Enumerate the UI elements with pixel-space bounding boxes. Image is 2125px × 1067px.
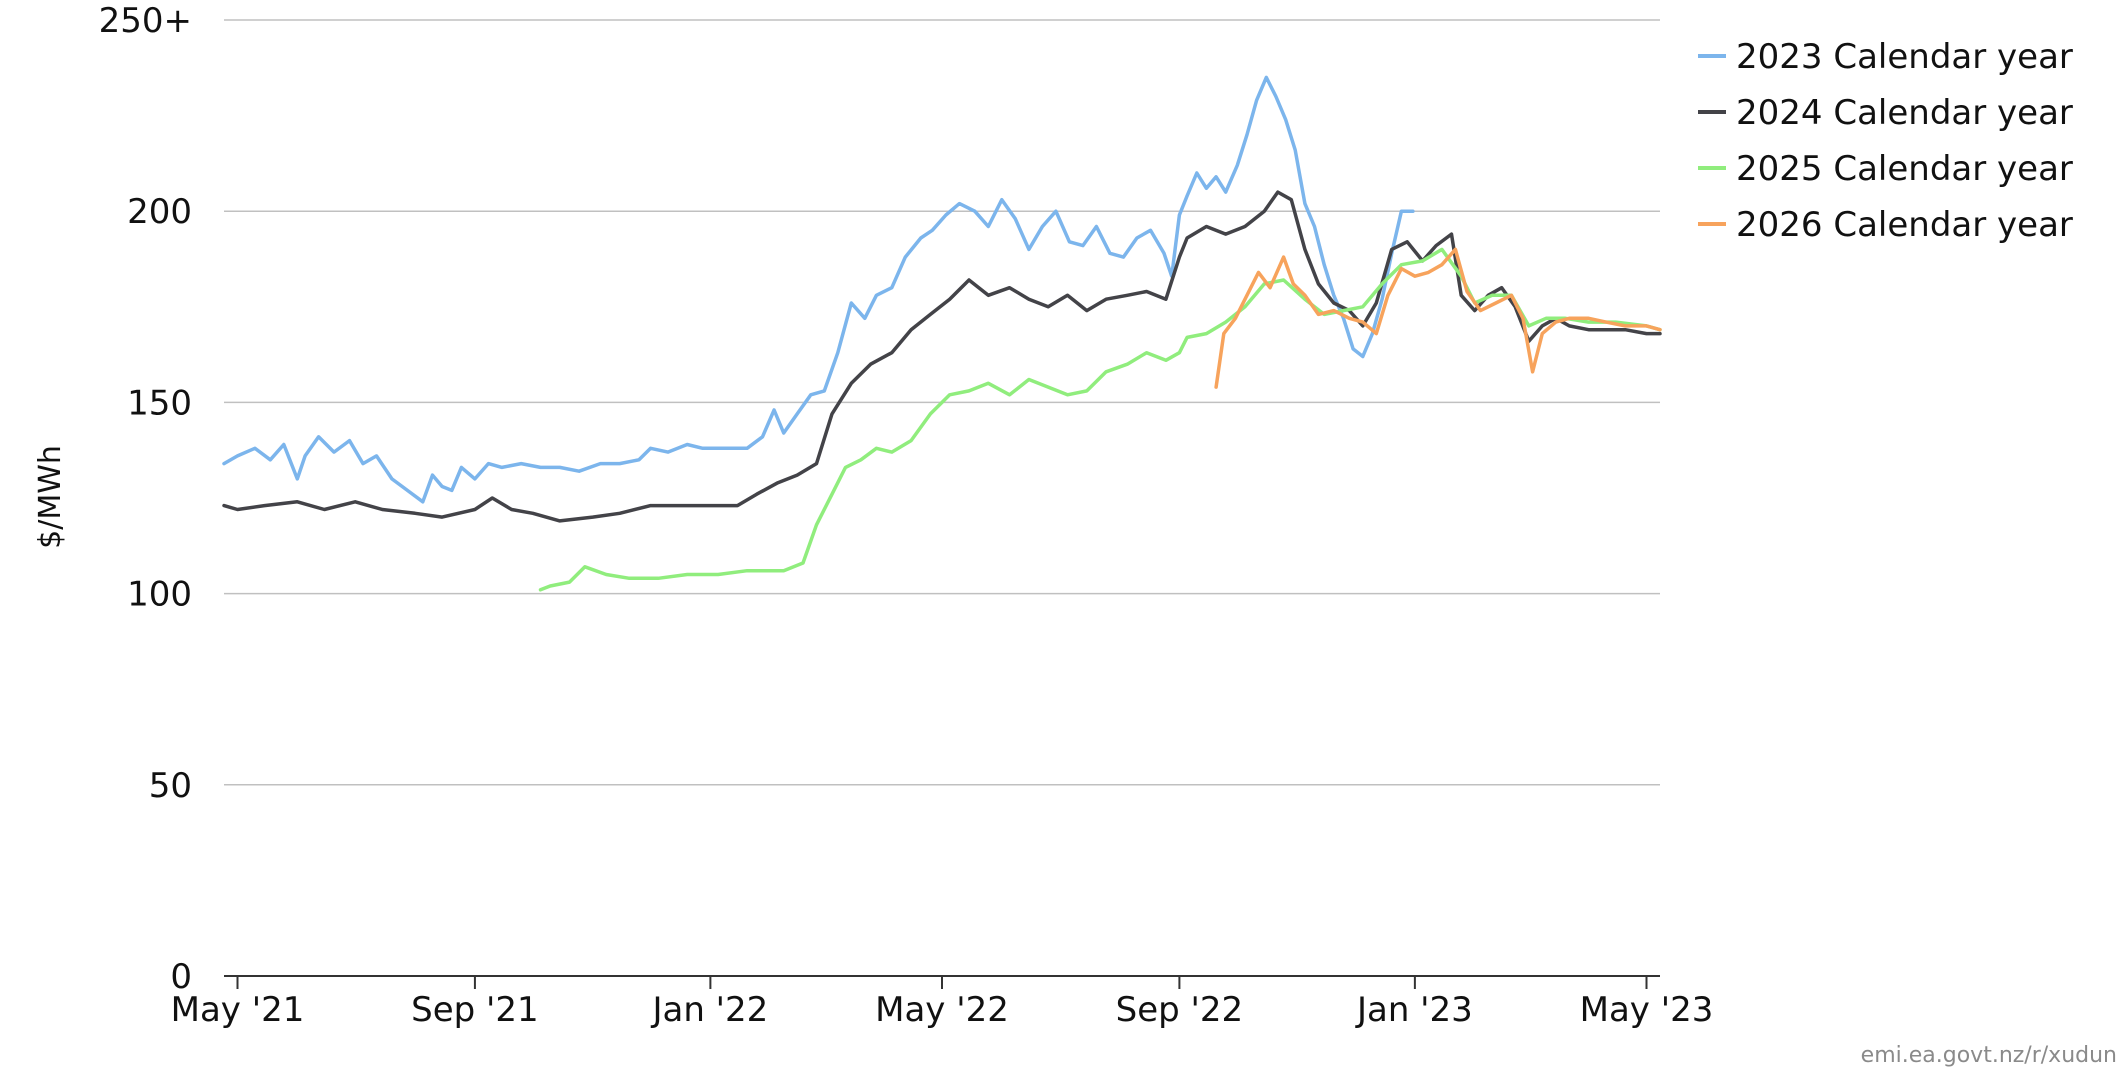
source-url[interactable]: emi.ea.govt.nz/r/xudun [1861, 1043, 2117, 1067]
legend-item[interactable]: 2025 Calendar year [1698, 149, 2073, 189]
y-tick-label: 200 [127, 192, 192, 232]
legend-item[interactable]: 2024 Calendar year [1698, 93, 2073, 133]
x-axis: May '21 Sep '21 Jan '22 May '22 Sep '22 Jan '… [171, 975, 1714, 1030]
x-tick-label: Jan '23 [1355, 990, 1473, 1030]
y-tick-label: 50 [149, 766, 192, 806]
x-tick-label: May '23 [1580, 990, 1714, 1030]
legend[interactable]: 2023 Calendar year 2024 Calendar year 2025… [1698, 37, 2073, 245]
series-lines [222, 75, 1662, 592]
legend-label: 2023 Calendar year [1736, 37, 2073, 77]
legend-label: 2024 Calendar year [1736, 93, 2073, 133]
legend-label: 2026 Calendar year [1736, 205, 2073, 245]
x-tick-label: Jan '22 [650, 990, 768, 1030]
series-line-4 [1214, 247, 1662, 389]
y-tick-label: 0 [170, 957, 192, 997]
x-tick-label: May '21 [171, 990, 305, 1030]
series-line-2 [222, 190, 1662, 523]
y-tick-label: 250+ [99, 1, 192, 41]
legend-label: 2025 Calendar year [1736, 149, 2073, 189]
legend-item[interactable]: 2026 Calendar year [1698, 205, 2073, 245]
series-line-1 [222, 75, 1415, 504]
y-axis-tick-labels: 0 50 100 150 200 250+ [99, 1, 192, 997]
y-tick-label: 100 [127, 575, 192, 615]
y-axis-title: $/MWh [33, 445, 68, 549]
x-tick-label: May '22 [875, 990, 1009, 1030]
y-tick-label: 150 [127, 383, 192, 423]
x-tick-label: Sep '22 [1116, 990, 1244, 1030]
legend-item[interactable]: 2023 Calendar year [1698, 37, 2073, 77]
series-line-3 [538, 247, 1662, 592]
x-tick-label: Sep '21 [411, 990, 539, 1030]
